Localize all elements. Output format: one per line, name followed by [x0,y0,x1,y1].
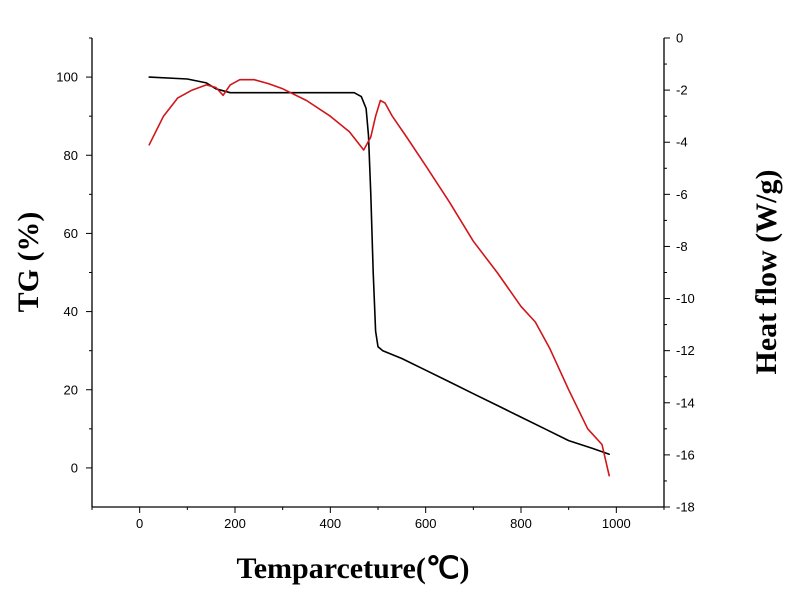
x-tick-label: 1000 [602,516,631,531]
left-y-axis-title: TG (%) [12,212,45,313]
x-tick-label: 400 [319,516,341,531]
y-right-tick-label: -12 [676,343,695,358]
heat-flow-series-line [148,78,611,477]
y-left-tick-label: 20 [64,382,78,397]
y-left-tick-label: 60 [64,226,78,241]
right-y-axis-ticks: 0 -2 -4 -6 -8 -10 -12 -14 -16 -18 [664,31,695,515]
y-right-tick-label: -16 [676,447,695,462]
y-right-tick-label: -6 [676,187,688,202]
y-right-tick-label: -14 [676,395,695,410]
x-axis-ticks: 0 200 400 600 800 1000 [91,507,665,531]
y-right-tick-label: -10 [676,291,695,306]
y-left-tick-label: 0 [71,460,78,475]
y-right-tick-label: 0 [676,31,683,46]
y-left-tick-label: 100 [56,70,78,85]
x-axis-title: Temparceture(℃) [236,552,469,585]
y-right-tick-label: -4 [676,135,688,150]
right-y-axis-title: Heat flow (W/g) [750,170,783,375]
y-left-tick-label: 40 [64,304,78,319]
y-right-tick-label: -2 [676,83,688,98]
tg-series-line [148,76,611,456]
x-tick-label: 600 [415,516,437,531]
x-tick-label: 200 [224,516,246,531]
y-left-tick-label: 80 [64,148,78,163]
y-right-tick-label: -8 [676,239,688,254]
x-tick-label: 800 [510,516,532,531]
y-right-tick-label: -18 [676,500,695,515]
series-layer [148,76,611,477]
x-tick-label: 0 [136,516,143,531]
left-y-axis-ticks: 0 20 40 60 80 100 [56,37,92,475]
